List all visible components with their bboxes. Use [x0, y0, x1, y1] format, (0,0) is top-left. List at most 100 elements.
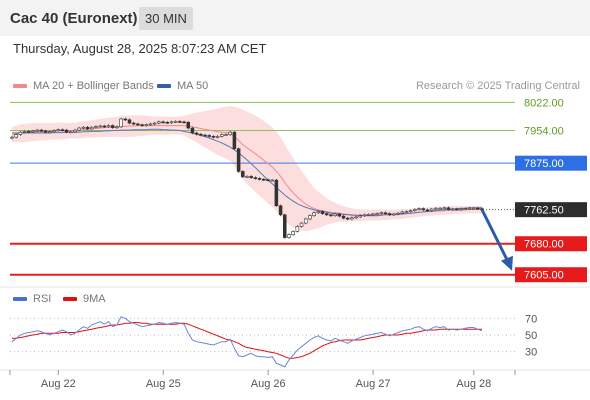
- candle-body: [404, 211, 409, 213]
- candle-body: [115, 126, 119, 129]
- candle-body: [186, 121, 191, 129]
- candle-body: [459, 208, 463, 211]
- candle-body: [366, 214, 371, 216]
- candle-body: [165, 121, 170, 124]
- candle-body: [438, 207, 442, 210]
- ma20-swatch-icon: [13, 84, 27, 89]
- x-tick-label: Aug 26: [251, 378, 286, 390]
- timeframe-badge[interactable]: 30 MIN: [139, 7, 193, 30]
- candle-body: [215, 136, 220, 138]
- candle-body: [77, 127, 81, 131]
- x-tick-label: Aug 27: [356, 378, 391, 390]
- candle-body: [161, 121, 165, 124]
- candle-body: [471, 207, 476, 210]
- candle-body: [375, 213, 379, 215]
- candle-body: [241, 171, 245, 178]
- candle-body: [333, 213, 337, 216]
- candle-body: [408, 210, 413, 212]
- x-tick-label: Aug 22: [41, 378, 76, 390]
- rsi-line: [11, 316, 483, 368]
- candle-body: [299, 222, 304, 227]
- candle-body: [131, 122, 136, 125]
- candle-body: [89, 126, 94, 130]
- candle-body: [144, 124, 149, 127]
- candle-body: [169, 121, 174, 124]
- candle-body: [43, 130, 48, 133]
- candle-body: [413, 209, 417, 211]
- candle-body: [354, 216, 358, 219]
- candle-body: [379, 212, 384, 215]
- candle-body: [27, 131, 31, 133]
- candle-body: [106, 125, 111, 128]
- candle-body: [52, 130, 56, 133]
- candle-body: [316, 211, 321, 214]
- candle-body: [232, 131, 237, 150]
- candle-body: [446, 207, 451, 210]
- candle-body: [329, 214, 333, 217]
- rsi-swatch-icon: [13, 297, 27, 302]
- ma50-swatch-icon: [157, 84, 171, 89]
- candle-body: [110, 125, 115, 128]
- candle-body: [249, 176, 253, 178]
- candle-body: [282, 214, 287, 238]
- level-label: 7875.00: [524, 158, 564, 170]
- candle-body: [266, 179, 270, 182]
- candle-body: [442, 207, 447, 210]
- candle-body: [56, 129, 60, 132]
- candle-body: [312, 212, 316, 216]
- candle-body: [295, 226, 300, 232]
- candle-body: [85, 126, 90, 130]
- candle-body: [94, 126, 98, 128]
- candle-body: [127, 119, 132, 124]
- candle-body: [396, 212, 400, 215]
- level-label: 7762.50: [524, 205, 564, 217]
- candle-body: [245, 176, 249, 178]
- header-bar: [0, 0, 590, 36]
- candle-body: [308, 215, 312, 220]
- legend-label: MA 50: [177, 80, 209, 92]
- candle-body: [173, 121, 178, 123]
- candle-body: [207, 135, 212, 137]
- candle-body: [337, 213, 342, 217]
- candle-body: [98, 125, 102, 128]
- candle-body: [18, 131, 23, 135]
- legend-rsi: RSI: [13, 293, 51, 305]
- level-label-box: [515, 267, 587, 283]
- candle-body: [14, 134, 18, 138]
- candle-body: [60, 129, 65, 132]
- candle-body: [39, 129, 44, 132]
- rsi-tick-label: 50: [525, 330, 537, 342]
- candle-body: [350, 217, 354, 220]
- candle-body: [81, 126, 86, 129]
- level-label-box: [515, 155, 587, 171]
- x-tick-label: Aug 25: [146, 378, 181, 390]
- candle-body: [140, 124, 144, 127]
- datetime-label: Thursday, August 28, 2025 8:07:23 AM CET: [13, 41, 267, 56]
- candle-body: [182, 121, 186, 124]
- forecast-arrow: [480, 208, 511, 265]
- candle-body: [270, 179, 274, 182]
- candle-body: [194, 132, 199, 135]
- candle-body: [425, 209, 430, 212]
- level-label: 8022.00: [524, 97, 564, 109]
- candle-body: [434, 207, 438, 210]
- rsi-9ma-line: [12, 322, 482, 359]
- candle-body: [417, 208, 421, 210]
- candle-body: [119, 118, 123, 128]
- candle-body: [10, 136, 14, 139]
- candle-body: [262, 178, 266, 181]
- candle-body: [463, 208, 467, 210]
- candle-body: [467, 207, 472, 210]
- candle-body: [362, 214, 367, 217]
- 9ma-swatch-icon: [63, 297, 77, 302]
- legend-label: 9MA: [83, 293, 106, 305]
- rsi-tick-label: 70: [525, 313, 537, 325]
- candle-body: [345, 217, 350, 220]
- candle-body: [220, 134, 224, 137]
- legend-label: MA 20 + Bollinger Bands: [33, 80, 154, 92]
- candle-body: [421, 208, 426, 211]
- candle-body: [190, 127, 195, 134]
- candle-body: [148, 123, 153, 126]
- ma50-line: [12, 128, 482, 217]
